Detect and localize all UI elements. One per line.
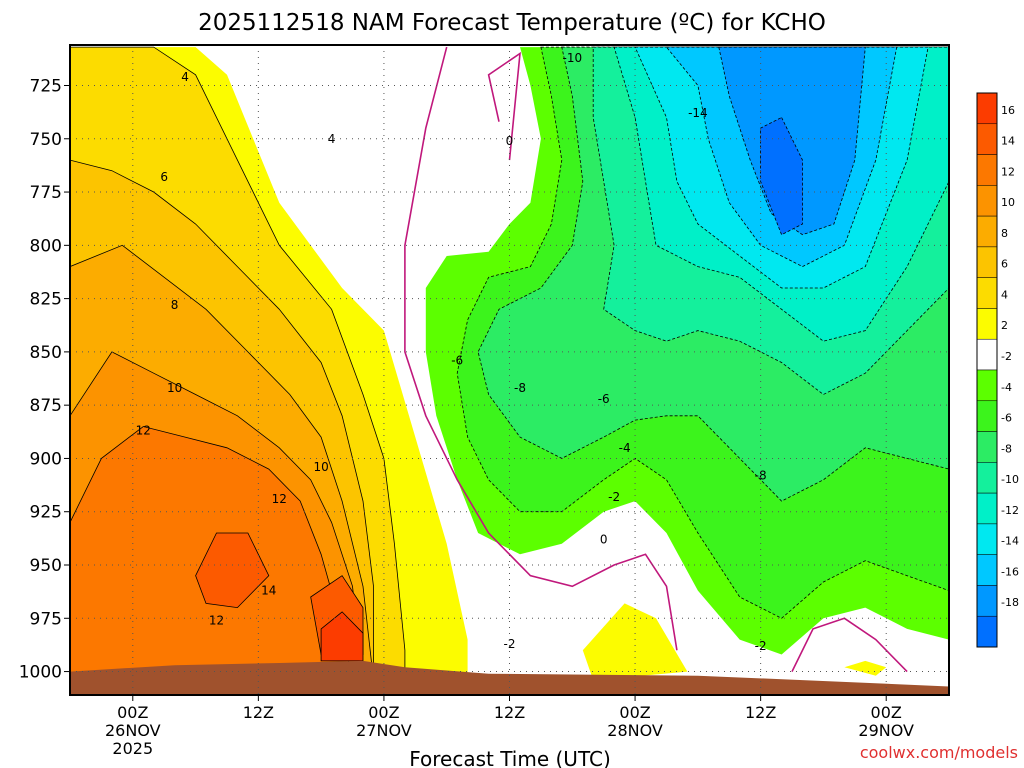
temperature-band <box>195 532 270 609</box>
colorbar-swatch <box>976 585 998 617</box>
colorbar-label: 10 <box>1001 196 1015 209</box>
contour-label: 4 <box>181 70 189 84</box>
y-axis: 725 750 775 800 825 850 875 900 925 950 975 1000 <box>19 76 70 683</box>
colorbar-label: -2 <box>1001 350 1012 363</box>
colorbar-label: -12 <box>1001 504 1019 517</box>
grid <box>70 45 949 695</box>
colorbar-swatch <box>976 554 998 586</box>
colorbar-swatch <box>976 338 998 371</box>
credit-text: coolwx.com/models <box>860 743 1018 762</box>
x-tick-label: 12Z <box>494 703 525 722</box>
colorbar-label: -4 <box>1001 381 1012 394</box>
y-tick-label: 975 <box>30 609 62 629</box>
x-tick-date: 26NOV <box>105 721 161 740</box>
y-tick-label: 900 <box>30 449 62 469</box>
colorbar-label: 8 <box>1001 227 1008 240</box>
contour-label: -8 <box>514 381 526 395</box>
contour-label: 12 <box>136 424 151 438</box>
freezing-line <box>404 46 678 651</box>
x-tick-label: 00Z <box>871 703 902 722</box>
x-tick-label: 12Z <box>243 703 274 722</box>
x-tick-date: 29NOV <box>858 721 914 740</box>
terrain-ground <box>70 660 949 695</box>
colorbar-label: -8 <box>1001 442 1012 455</box>
x-tick-label: 00Z <box>619 703 650 722</box>
x-axis-title: Forecast Time (UTC) <box>409 747 611 768</box>
y-tick-label: 850 <box>30 343 62 363</box>
colorbar-swatch <box>976 308 998 340</box>
contour-label: 12 <box>272 492 287 506</box>
colorbar-legend: 16 14 12 10 8 6 4 2 -2 -4 -6 -8 -10 -12 -14 -16 -18 <box>976 92 1019 648</box>
colorbar-swatch <box>976 400 998 432</box>
temperature-band <box>320 611 364 662</box>
colorbar-label: 4 <box>1001 288 1008 301</box>
colorbar-swatch <box>976 92 998 125</box>
colorbar-label: -18 <box>1001 596 1019 609</box>
colorbar-swatch <box>976 123 998 155</box>
contour-label: 10 <box>313 460 328 474</box>
x-tick-label: 00Z <box>368 703 399 722</box>
y-tick-label: 875 <box>30 396 62 416</box>
y-tick-label: 750 <box>30 130 62 150</box>
contour-label: 4 <box>328 132 336 146</box>
contour-label: -2 <box>608 490 620 504</box>
colorbar-swatch <box>976 431 998 463</box>
temperature-band <box>844 660 887 676</box>
colorbar-label: 12 <box>1001 165 1015 178</box>
colorbar-swatch <box>976 246 998 278</box>
x-tick-date: 28NOV <box>607 721 663 740</box>
x-tick-date: 27NOV <box>356 721 412 740</box>
contour-label: -10 <box>562 51 582 65</box>
colorbar-label: -10 <box>1001 473 1019 486</box>
contour-label: -2 <box>504 637 516 651</box>
colorbar-swatch <box>976 615 998 648</box>
colorbar-label: -6 <box>1001 412 1012 425</box>
contour-label: 12 <box>209 613 224 627</box>
colorbar-frame <box>976 92 998 648</box>
colorbar-swatch <box>976 215 998 248</box>
colorbar-swatch <box>976 492 998 525</box>
contour-label: -6 <box>451 353 463 367</box>
freezing-line <box>487 51 521 161</box>
colorbar-swatch <box>976 369 998 402</box>
y-tick-label: 775 <box>30 183 62 203</box>
colorbar-label: 14 <box>1001 135 1015 148</box>
x-tick-year: 2025 <box>112 739 153 758</box>
colorbar-label: -14 <box>1001 535 1019 548</box>
x-tick-label: 12Z <box>745 703 776 722</box>
colorbar-label: 6 <box>1001 258 1008 271</box>
contour-label: -8 <box>755 469 767 483</box>
contour-label: 0 <box>506 134 514 148</box>
colorbar-label: -16 <box>1001 565 1019 578</box>
chart-title: 2025112518 NAM Forecast Temperature (ºC)… <box>198 10 826 36</box>
contour-label: 0 <box>600 532 608 546</box>
x-tick-label: 00Z <box>117 703 148 722</box>
colorbar-swatch <box>976 154 998 186</box>
colorbar-swatch <box>976 523 998 555</box>
colorbar-label: 16 <box>1001 104 1015 117</box>
colorbar-swatch <box>976 185 998 217</box>
y-tick-label: 800 <box>30 236 62 256</box>
contour-label: 8 <box>171 298 179 312</box>
contour-label: -14 <box>688 106 708 120</box>
y-tick-label: 825 <box>30 290 62 310</box>
contour-label: -4 <box>619 441 631 455</box>
y-tick-label: 725 <box>30 76 62 96</box>
y-tick-label: 925 <box>30 503 62 523</box>
contour-label: 14 <box>261 584 276 598</box>
temperature-band <box>760 116 803 236</box>
colorbar-swatch <box>976 277 998 309</box>
colorbar-label: 2 <box>1001 319 1008 332</box>
temperature-band <box>582 603 688 681</box>
y-tick-label: 950 <box>30 556 62 576</box>
y-tick-label: 1000 <box>19 663 62 683</box>
contour-label: 10 <box>167 381 182 395</box>
colorbar-swatch <box>976 462 998 494</box>
contour-label: -6 <box>598 392 610 406</box>
contour-label: 6 <box>160 170 168 184</box>
